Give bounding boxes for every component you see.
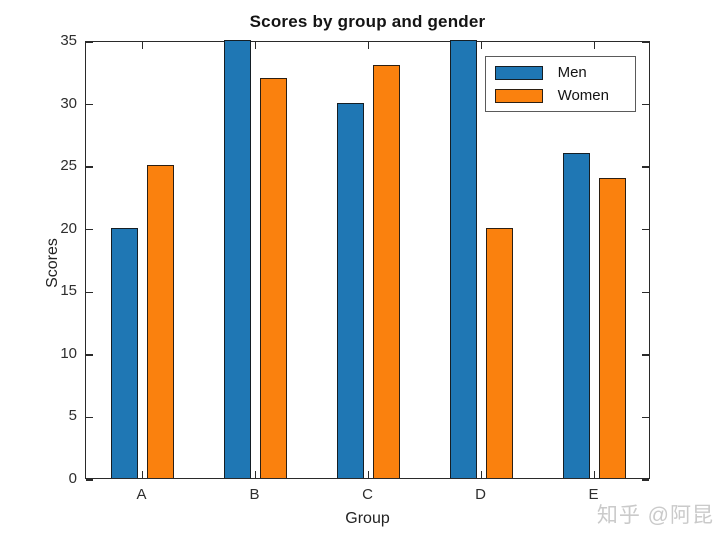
y-tick-label: 35 <box>60 32 77 49</box>
y-tick <box>86 41 93 43</box>
y-axis-label: Scores <box>44 238 61 288</box>
x-tick <box>480 42 483 49</box>
plot-area: Men Women <box>85 40 650 481</box>
x-tick <box>254 42 257 49</box>
bar-men-D <box>450 40 477 478</box>
x-tick-label: A <box>136 486 147 503</box>
x-tick <box>593 42 596 49</box>
y-tick-label: 15 <box>60 282 77 300</box>
watermark: 知乎 @阿昆 <box>596 504 714 527</box>
y-tick <box>86 479 93 481</box>
x-tick-label: B <box>249 486 260 503</box>
y-tick <box>86 416 93 419</box>
y-tick <box>86 354 93 356</box>
x-tick <box>367 42 370 49</box>
y-tick <box>642 166 649 168</box>
legend-label: Women <box>557 87 609 104</box>
bar-women-C <box>373 65 400 478</box>
y-tick <box>642 41 649 43</box>
y-tick <box>642 291 649 294</box>
y-tick-label: 20 <box>60 219 77 237</box>
bar-women-A <box>147 165 174 478</box>
y-tick-label: 0 <box>68 470 77 487</box>
y-tick <box>642 354 649 356</box>
bar-men-C <box>337 102 364 478</box>
bar-women-B <box>260 77 287 478</box>
bar-men-A <box>111 227 138 478</box>
bar-men-B <box>224 40 251 478</box>
y-tick-label: 25 <box>60 157 77 175</box>
x-tick <box>367 471 370 478</box>
legend-swatch-men <box>494 65 543 80</box>
y-tick-label: 5 <box>68 407 77 425</box>
x-tick <box>480 471 483 478</box>
legend-swatch-women <box>494 88 543 103</box>
y-tick <box>642 479 649 481</box>
x-tick <box>141 471 144 478</box>
legend-label: Men <box>557 64 587 81</box>
x-tick <box>254 471 257 478</box>
bar-women-E <box>599 177 626 478</box>
chart-title: Scores by group and gender <box>249 12 486 31</box>
x-tick-label: D <box>475 486 486 503</box>
y-tick <box>642 103 649 106</box>
x-tick-label: C <box>362 486 373 503</box>
y-tick <box>86 103 93 106</box>
y-tick <box>86 291 93 294</box>
y-tick <box>86 228 93 231</box>
x-axis-label: Group <box>345 510 390 527</box>
y-tick <box>642 228 649 231</box>
y-tick <box>642 416 649 419</box>
x-tick <box>593 471 596 478</box>
y-tick-label: 30 <box>60 94 77 112</box>
x-tick-label: E <box>588 486 599 503</box>
legend-item: Men <box>494 64 623 81</box>
bar-men-E <box>563 152 590 478</box>
bar-women-D <box>486 227 513 478</box>
y-tick-label: 10 <box>60 344 77 362</box>
legend-item: Women <box>494 87 623 104</box>
legend-box: Men Women <box>484 56 636 112</box>
y-tick <box>86 166 93 168</box>
x-tick <box>141 42 144 49</box>
